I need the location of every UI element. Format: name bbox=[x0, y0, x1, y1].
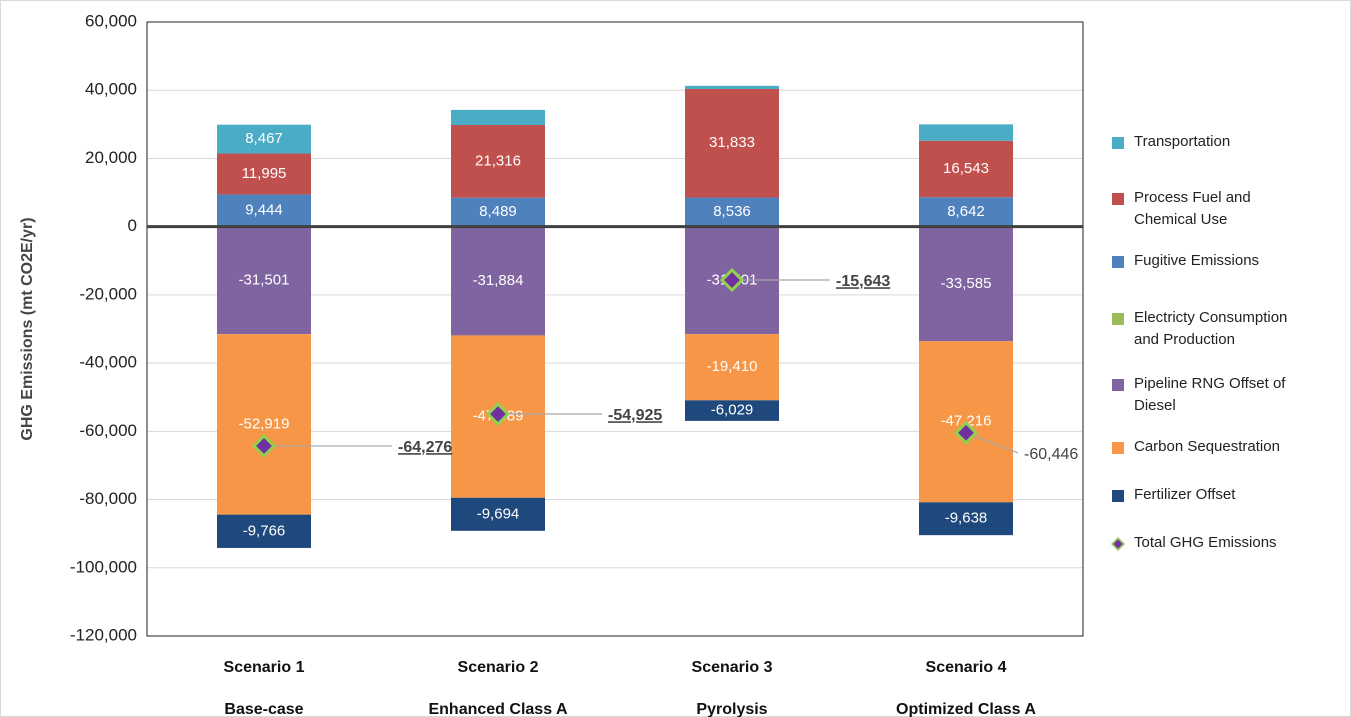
data-label: -33,585 bbox=[941, 275, 992, 292]
bar-segment bbox=[685, 88, 779, 198]
data-label: 4,803 bbox=[947, 102, 985, 119]
data-label: 16,543 bbox=[943, 160, 989, 177]
plot-border bbox=[146, 21, 1084, 637]
data-label: 8,642 bbox=[947, 203, 985, 220]
data-label: 8,467 bbox=[245, 130, 283, 147]
bar-segment bbox=[919, 502, 1013, 536]
data-label: -19,410 bbox=[707, 358, 758, 375]
data-label: 8,489 bbox=[479, 203, 517, 220]
bar-segment bbox=[451, 497, 545, 531]
bar-segment bbox=[919, 197, 1013, 227]
data-label: 9,444 bbox=[245, 202, 283, 219]
data-label: -9,766 bbox=[243, 522, 286, 539]
bar-segment bbox=[685, 85, 779, 89]
data-label: -6,029 bbox=[711, 402, 754, 419]
y-tick-label: 60,000 bbox=[85, 11, 137, 30]
legend-item: Transportation bbox=[1108, 131, 1298, 153]
total-marker bbox=[953, 420, 979, 445]
y-tick-label: -60,000 bbox=[79, 421, 137, 440]
x-tick-sublabel: Base-case bbox=[224, 701, 303, 717]
legend-label: Fertilizer Offset bbox=[1134, 486, 1236, 503]
legend-label: Pipeline RNG Offset of Diesel bbox=[1134, 375, 1286, 414]
total-marker bbox=[251, 433, 277, 459]
data-label: 924 bbox=[719, 64, 744, 81]
y-tick-label: -20,000 bbox=[79, 284, 137, 303]
x-tick-label: Scenario 2 bbox=[458, 659, 539, 676]
data-label: -31,501 bbox=[239, 271, 290, 288]
legend-item: Electricty Consumption and Production bbox=[1108, 307, 1298, 351]
y-tick-label: -120,000 bbox=[70, 625, 137, 644]
total-label: -60,446 bbox=[1024, 446, 1078, 463]
legend-swatch bbox=[1112, 193, 1124, 205]
total-marker bbox=[719, 267, 745, 293]
bar-segment bbox=[451, 124, 545, 198]
legend-swatch bbox=[1112, 442, 1124, 454]
legend-label: Total GHG Emissions bbox=[1134, 534, 1277, 551]
bar-segment bbox=[919, 226, 1013, 342]
data-label: -9,694 bbox=[477, 505, 520, 522]
y-tick-label: -100,000 bbox=[70, 557, 137, 576]
legend-label: Transportation bbox=[1134, 133, 1231, 150]
legend-item: Fugitive Emissions bbox=[1108, 250, 1298, 272]
legend-item: Process Fuel and Chemical Use bbox=[1108, 187, 1298, 231]
bar-segment bbox=[919, 124, 1013, 141]
total-label: -64,276 bbox=[398, 439, 452, 456]
bar-segment bbox=[217, 124, 311, 154]
legend-swatch bbox=[1112, 379, 1124, 391]
x-tick-label: Scenario 1 bbox=[224, 659, 305, 676]
x-tick-label: Scenario 3 bbox=[692, 659, 773, 676]
data-label: 21,316 bbox=[475, 152, 521, 169]
legend-label: Process Fuel and Chemical Use bbox=[1134, 189, 1251, 228]
bar-segment bbox=[217, 514, 311, 548]
legend-item: Carbon Sequestration bbox=[1108, 436, 1298, 458]
data-label: 11,995 bbox=[242, 165, 287, 182]
legend-swatch bbox=[1112, 490, 1124, 502]
legend-item: Pipeline RNG Offset of Diesel bbox=[1108, 373, 1298, 417]
legend-item: Fertilizer Offset bbox=[1108, 484, 1298, 506]
data-label: 4,433 bbox=[479, 88, 517, 105]
x-tick-sublabel: Optimized Class A bbox=[896, 701, 1036, 717]
bar-segment bbox=[451, 226, 545, 336]
x-tick-label: Scenario 4 bbox=[926, 659, 1007, 676]
bar-segment bbox=[685, 400, 779, 421]
y-axis-label: GHG Emissions (mt CO2E/yr) bbox=[19, 217, 36, 440]
y-tick-label: 20,000 bbox=[85, 148, 137, 167]
y-tick-label: -80,000 bbox=[79, 489, 137, 508]
y-tick-label: 0 bbox=[128, 216, 137, 235]
bar-segment bbox=[217, 194, 311, 227]
bar-segment bbox=[217, 153, 311, 195]
legend-label: Electricty Consumption and Production bbox=[1134, 309, 1288, 348]
bar-segment bbox=[685, 334, 779, 401]
y-tick-label: -40,000 bbox=[79, 353, 137, 372]
legend-swatch bbox=[1112, 256, 1124, 268]
bar-segment bbox=[217, 334, 311, 515]
x-tick-sublabel: Enhanced Class A bbox=[428, 701, 567, 717]
total-label: -54,925 bbox=[608, 407, 662, 424]
bar-segment bbox=[685, 197, 779, 227]
bar-segment bbox=[451, 109, 545, 125]
legend-swatch bbox=[1111, 537, 1125, 551]
legend-swatch bbox=[1112, 313, 1124, 325]
bar-segment bbox=[217, 226, 311, 335]
total-label: -15,643 bbox=[836, 273, 890, 290]
data-label: 31,833 bbox=[709, 134, 755, 151]
bar-segment bbox=[451, 197, 545, 227]
data-label: 8,536 bbox=[713, 203, 751, 220]
legend-label: Carbon Sequestration bbox=[1134, 438, 1280, 455]
y-tick-label: 40,000 bbox=[85, 80, 137, 99]
data-label: -31,884 bbox=[473, 272, 524, 289]
legend-label: Fugitive Emissions bbox=[1134, 252, 1260, 269]
data-label: -52,919 bbox=[239, 415, 290, 432]
total-marker bbox=[485, 401, 511, 427]
x-tick-sublabel: Pyrolysis bbox=[696, 701, 767, 717]
data-label: -9,638 bbox=[945, 510, 988, 527]
legend-swatch bbox=[1112, 137, 1124, 149]
legend-item: Total GHG Emissions bbox=[1108, 532, 1298, 554]
bar-segment bbox=[919, 140, 1013, 198]
